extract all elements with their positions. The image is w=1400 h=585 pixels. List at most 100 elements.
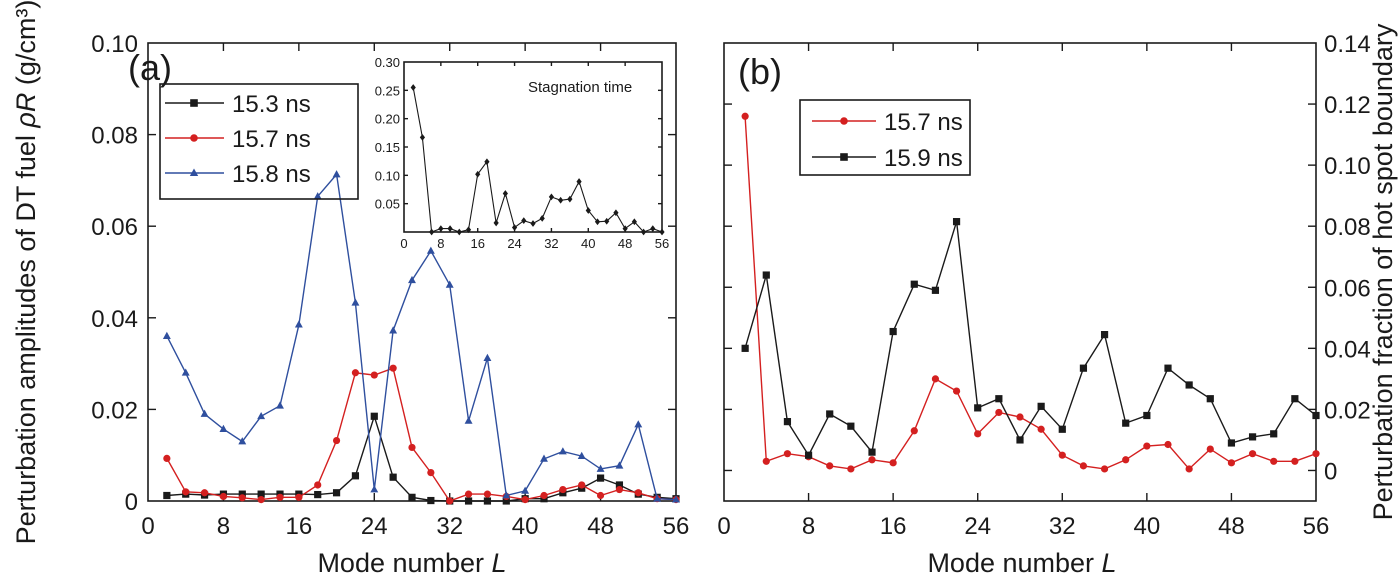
legend-label: 15.3 ns <box>232 91 311 118</box>
data-point <box>1079 462 1088 470</box>
data-point <box>634 489 642 497</box>
y-tick-label: 0.08 <box>1324 214 1371 241</box>
data-point <box>1058 425 1066 433</box>
data-point <box>995 408 1003 417</box>
data-point <box>615 481 624 489</box>
data-point <box>332 436 341 445</box>
data-point <box>426 246 435 254</box>
y-tick-label: 0.10 <box>1324 153 1371 180</box>
data-point <box>847 422 855 430</box>
data-point <box>952 387 961 395</box>
data-point <box>427 469 435 477</box>
data-point <box>200 409 209 417</box>
data-point <box>408 275 416 284</box>
x-tick-label: 48 <box>587 513 614 540</box>
data-point <box>539 215 545 222</box>
y-tick-label: 0.20 <box>375 112 400 127</box>
data-point <box>1016 436 1024 444</box>
data-point <box>313 192 322 200</box>
data-point <box>1227 459 1236 467</box>
data-point <box>1122 419 1130 427</box>
data-point <box>484 158 490 166</box>
y-tick-label: 0.05 <box>375 197 400 212</box>
data-point <box>1312 411 1320 420</box>
y-tick-label: 0.10 <box>375 168 400 183</box>
data-point <box>974 404 982 412</box>
data-point <box>294 320 303 328</box>
series-line <box>412 87 663 233</box>
x-tick-label: 40 <box>512 513 539 540</box>
x-tick-label: 16 <box>286 513 313 540</box>
data-point <box>332 489 341 497</box>
data-point <box>974 430 982 438</box>
y-tick-label: 0.02 <box>91 397 138 424</box>
data-point <box>464 497 473 505</box>
data-point <box>1016 413 1024 421</box>
y-tick-label: 0.02 <box>1324 397 1371 424</box>
y-tick-label: 0 <box>125 489 138 516</box>
data-point <box>548 193 555 201</box>
data-point <box>521 217 527 225</box>
panel-a-inset: 0 8 16 24 32 40 48 56 0.05 0.10 0.15 0.20 0.25 0.30 S… <box>375 55 670 251</box>
data-point <box>578 481 586 489</box>
legend-marker <box>190 99 198 107</box>
data-point <box>370 412 378 420</box>
y-tick-label: 0 <box>1324 458 1337 485</box>
data-point <box>219 424 228 432</box>
y-tick-label: 0.06 <box>91 214 138 241</box>
data-point <box>351 369 360 377</box>
x-tick-label: 24 <box>361 513 388 540</box>
panel-a-legend-box <box>159 83 359 200</box>
data-point <box>1100 330 1109 339</box>
data-point <box>351 298 360 306</box>
series-line <box>166 172 677 501</box>
panel-b-legend-box <box>799 99 971 176</box>
data-point <box>314 481 322 489</box>
data-point <box>1164 364 1172 372</box>
data-point <box>1185 381 1193 389</box>
data-point <box>762 271 770 279</box>
data-point <box>931 375 940 383</box>
panel-b-chart: 0 8 16 24 32 40 48 56 0 0.02 0.04 0.06 0.08 0.10 0.12 0… <box>717 23 1398 578</box>
legend-label: 15.7 ns <box>232 126 311 153</box>
x-tick-label: 0 <box>141 513 154 540</box>
series-line <box>166 413 677 502</box>
series-line <box>166 367 677 502</box>
x-tick-label: 8 <box>437 236 444 251</box>
data-point <box>1227 439 1236 447</box>
data-point <box>741 112 749 120</box>
panel-a-inset-frame <box>403 61 663 233</box>
data-point <box>540 491 548 500</box>
panel-a-ticks: 0 8 16 24 32 40 48 56 0 0.02 0.04 0.06 0.08 0.10 <box>91 31 689 540</box>
data-point <box>1037 402 1045 410</box>
data-point <box>577 451 586 459</box>
data-point <box>1143 411 1151 420</box>
data-point <box>502 491 511 499</box>
data-point <box>558 196 564 204</box>
data-point <box>530 220 536 227</box>
data-point <box>238 437 247 445</box>
y-tick-label: 0.25 <box>375 83 400 98</box>
data-point <box>868 448 876 456</box>
inset-ticks: 0 8 16 24 32 40 48 56 0.05 0.10 0.15 0.20 0.25 0.30 <box>375 55 670 251</box>
data-point <box>910 280 918 288</box>
x-tick-label: 16 <box>470 236 484 251</box>
y-tick-label: 0.14 <box>1324 31 1371 58</box>
panel-b-frame <box>723 42 1317 502</box>
panel-a-label: (a) <box>128 47 172 88</box>
x-tick-label: 16 <box>880 513 907 540</box>
x-tick-label: 40 <box>1134 513 1161 540</box>
data-point <box>1058 451 1066 459</box>
data-point <box>558 447 567 455</box>
data-point <box>483 353 492 361</box>
data-point <box>295 493 303 501</box>
data-point <box>181 368 190 376</box>
data-point <box>594 218 601 226</box>
data-point <box>622 225 628 232</box>
data-point <box>447 225 453 232</box>
data-point <box>521 486 530 494</box>
data-point <box>1122 456 1130 464</box>
data-point <box>465 226 472 234</box>
legend-marker <box>189 168 199 177</box>
